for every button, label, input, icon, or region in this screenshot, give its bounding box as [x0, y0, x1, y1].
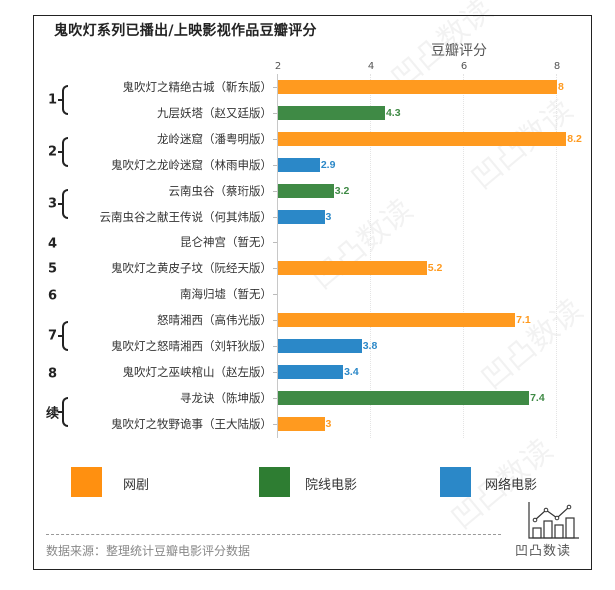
- bar: [278, 157, 320, 172]
- y-tick: [273, 87, 277, 88]
- bar-value-label: 4.3: [385, 106, 401, 119]
- group-label: 8: [48, 366, 58, 382]
- brand-logo-text: 凹凸数读: [515, 544, 572, 559]
- category-label: 鬼吹灯之巫峡棺山（赵左版）: [122, 364, 273, 379]
- bar-value-label: 3.2: [334, 184, 350, 197]
- x-tick: 6: [460, 61, 468, 72]
- chart-title: 鬼吹灯系列已播出/上映影视作品豆瓣评分: [54, 23, 317, 39]
- bar: [278, 183, 334, 198]
- bar-value-label: 7.1: [516, 314, 531, 327]
- bar: [278, 416, 325, 431]
- x-tick: 4: [367, 61, 375, 72]
- category-label: 寻龙诀（陈坤版）: [180, 390, 272, 405]
- chart-logo-icon: [528, 502, 579, 539]
- bar-value-label: 5.2: [427, 262, 443, 275]
- group-brace: [58, 397, 68, 427]
- bar: [278, 364, 344, 379]
- data-source-note: 数据来源：整理统计豆瓣电影评分数据: [46, 544, 251, 558]
- bar-value-label: 3: [325, 417, 332, 430]
- category-label: 鬼吹灯之怒晴湘西（刘轩狄版）: [111, 339, 272, 353]
- bar-value-label: 3.4: [344, 365, 359, 378]
- group-brace: [58, 85, 68, 115]
- group-label: 7: [48, 328, 58, 344]
- bar: [278, 105, 385, 120]
- y-axis-line: [277, 74, 278, 438]
- category-label: 鬼吹灯之牧野诡事（王大陆版）: [111, 416, 272, 431]
- bar: [278, 261, 427, 276]
- category-label: 怒晴湘西（高伟光版）: [157, 313, 272, 328]
- category-label: 鬼吹灯之黄皮子坟（阮经天版）: [111, 261, 272, 276]
- bar: [278, 80, 557, 94]
- legend-label: 院线电影: [305, 478, 358, 493]
- bar-value-label: 3.8: [362, 340, 378, 352]
- group-label: 5: [48, 261, 58, 277]
- y-tick: [273, 346, 277, 347]
- bar: [278, 313, 516, 328]
- bar: [278, 209, 325, 224]
- gridline: [370, 74, 371, 438]
- y-tick: [273, 190, 277, 192]
- x-tick: 8: [553, 61, 561, 72]
- y-tick: [273, 397, 277, 399]
- category-label: 鬼吹灯之精绝古城（靳东版）: [122, 80, 273, 94]
- group-label: 3: [48, 196, 58, 212]
- gridline: [556, 74, 557, 438]
- legend-label: 网剧: [123, 478, 150, 493]
- category-label: 九层妖塔（赵又廷版）: [157, 105, 272, 120]
- y-tick: [273, 320, 277, 322]
- group-label: 6: [48, 288, 58, 304]
- y-tick: [273, 371, 277, 373]
- group-label: 4: [48, 236, 58, 252]
- gridline: [463, 74, 464, 438]
- bar-value-label: 7.4: [530, 391, 545, 404]
- group-label: 续: [46, 406, 60, 422]
- legend-swatch-web-series: [71, 467, 102, 497]
- footer-divider: [46, 534, 501, 535]
- y-tick: [273, 268, 277, 270]
- y-tick: [273, 138, 277, 140]
- x-tick: 2: [274, 61, 282, 72]
- legend-swatch-theatrical-film: [259, 467, 290, 497]
- group-label: 2: [48, 144, 58, 160]
- bar: [278, 339, 362, 353]
- y-tick: [273, 112, 277, 114]
- category-label: 鬼吹灯之龙岭迷窟（林雨申版）: [111, 157, 272, 172]
- legend-swatch-online-film: [440, 467, 471, 497]
- bar-value-label: 8: [558, 81, 564, 93]
- group-label: 1: [48, 92, 58, 108]
- y-tick: [273, 242, 277, 244]
- group-brace: [58, 321, 68, 351]
- group-brace: [58, 189, 68, 219]
- y-tick: [273, 423, 277, 425]
- category-label: 云南虫谷之献王传说（何其炜版）: [99, 209, 273, 224]
- group-brace: [58, 137, 68, 167]
- category-label: 云南虫谷（蔡珩版）: [168, 183, 273, 198]
- y-tick: [273, 216, 277, 218]
- legend-label: 网络电影: [485, 478, 538, 493]
- x-axis-title: 豆瓣评分: [431, 43, 487, 59]
- bar: [278, 131, 567, 146]
- bar-value-label: 8.2: [567, 132, 582, 145]
- y-tick: [273, 294, 277, 296]
- category-label: 昆仑神宫（暂无）: [180, 235, 272, 250]
- bar: [278, 390, 530, 405]
- y-tick: [273, 164, 277, 166]
- bar-value-label: 2.9: [320, 158, 336, 171]
- category-label: 龙岭迷窟（潘粤明版）: [157, 131, 272, 146]
- category-label: 南海归墟（暂无）: [180, 287, 272, 302]
- bar-value-label: 3: [325, 210, 332, 223]
